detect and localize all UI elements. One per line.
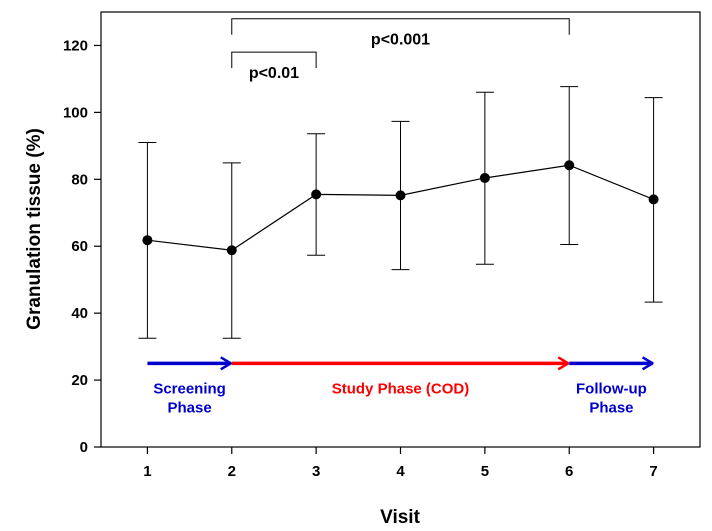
x-tick-label: 7 xyxy=(649,463,657,480)
error-bars xyxy=(138,86,663,339)
y-tick-label: 40 xyxy=(71,305,88,322)
data-point xyxy=(311,189,322,200)
phases: Screening Phase Study Phase (COD) Follow-up… xyxy=(147,363,652,416)
y-tick-label: 80 xyxy=(71,171,88,188)
data-point xyxy=(648,194,659,205)
series xyxy=(142,160,659,256)
x-tick-label: 1 xyxy=(143,463,151,480)
x-tick-label: 4 xyxy=(396,463,405,480)
x-tick-label: 5 xyxy=(481,463,489,480)
data-point xyxy=(142,235,153,246)
x-axis-title: Visit xyxy=(380,507,420,528)
significance-label: p<0.01 xyxy=(249,65,299,82)
phase-label: Follow-up xyxy=(576,380,647,397)
phase-label: Screening xyxy=(153,380,226,397)
y-tick-label: 100 xyxy=(63,104,88,121)
annotations: p<0.01 p<0.001 xyxy=(231,18,570,82)
y-axis-title: Granulation tissue (%) xyxy=(24,128,45,330)
y-tick-label: 0 xyxy=(80,439,88,456)
data-point xyxy=(479,172,490,183)
y-tick-label: 120 xyxy=(63,37,88,54)
phase-label: Phase xyxy=(589,399,633,416)
y-tick-label: 20 xyxy=(71,372,88,389)
significance-bracket xyxy=(231,18,570,35)
phase-label: Study Phase (COD) xyxy=(332,380,470,397)
phase-label: Phase xyxy=(167,399,211,416)
significance-label: p<0.001 xyxy=(371,32,430,49)
x-tick-label: 3 xyxy=(312,463,320,480)
ticks: 0 20 40 60 80 100 120 1 2 3 4 5 6 7 xyxy=(63,37,658,480)
data-point xyxy=(395,190,406,201)
data-point xyxy=(226,245,237,256)
y-tick-label: 60 xyxy=(71,238,88,255)
x-tick-label: 6 xyxy=(565,463,573,480)
data-point xyxy=(564,160,575,171)
x-tick-label: 2 xyxy=(228,463,236,480)
significance-bracket xyxy=(231,51,317,69)
